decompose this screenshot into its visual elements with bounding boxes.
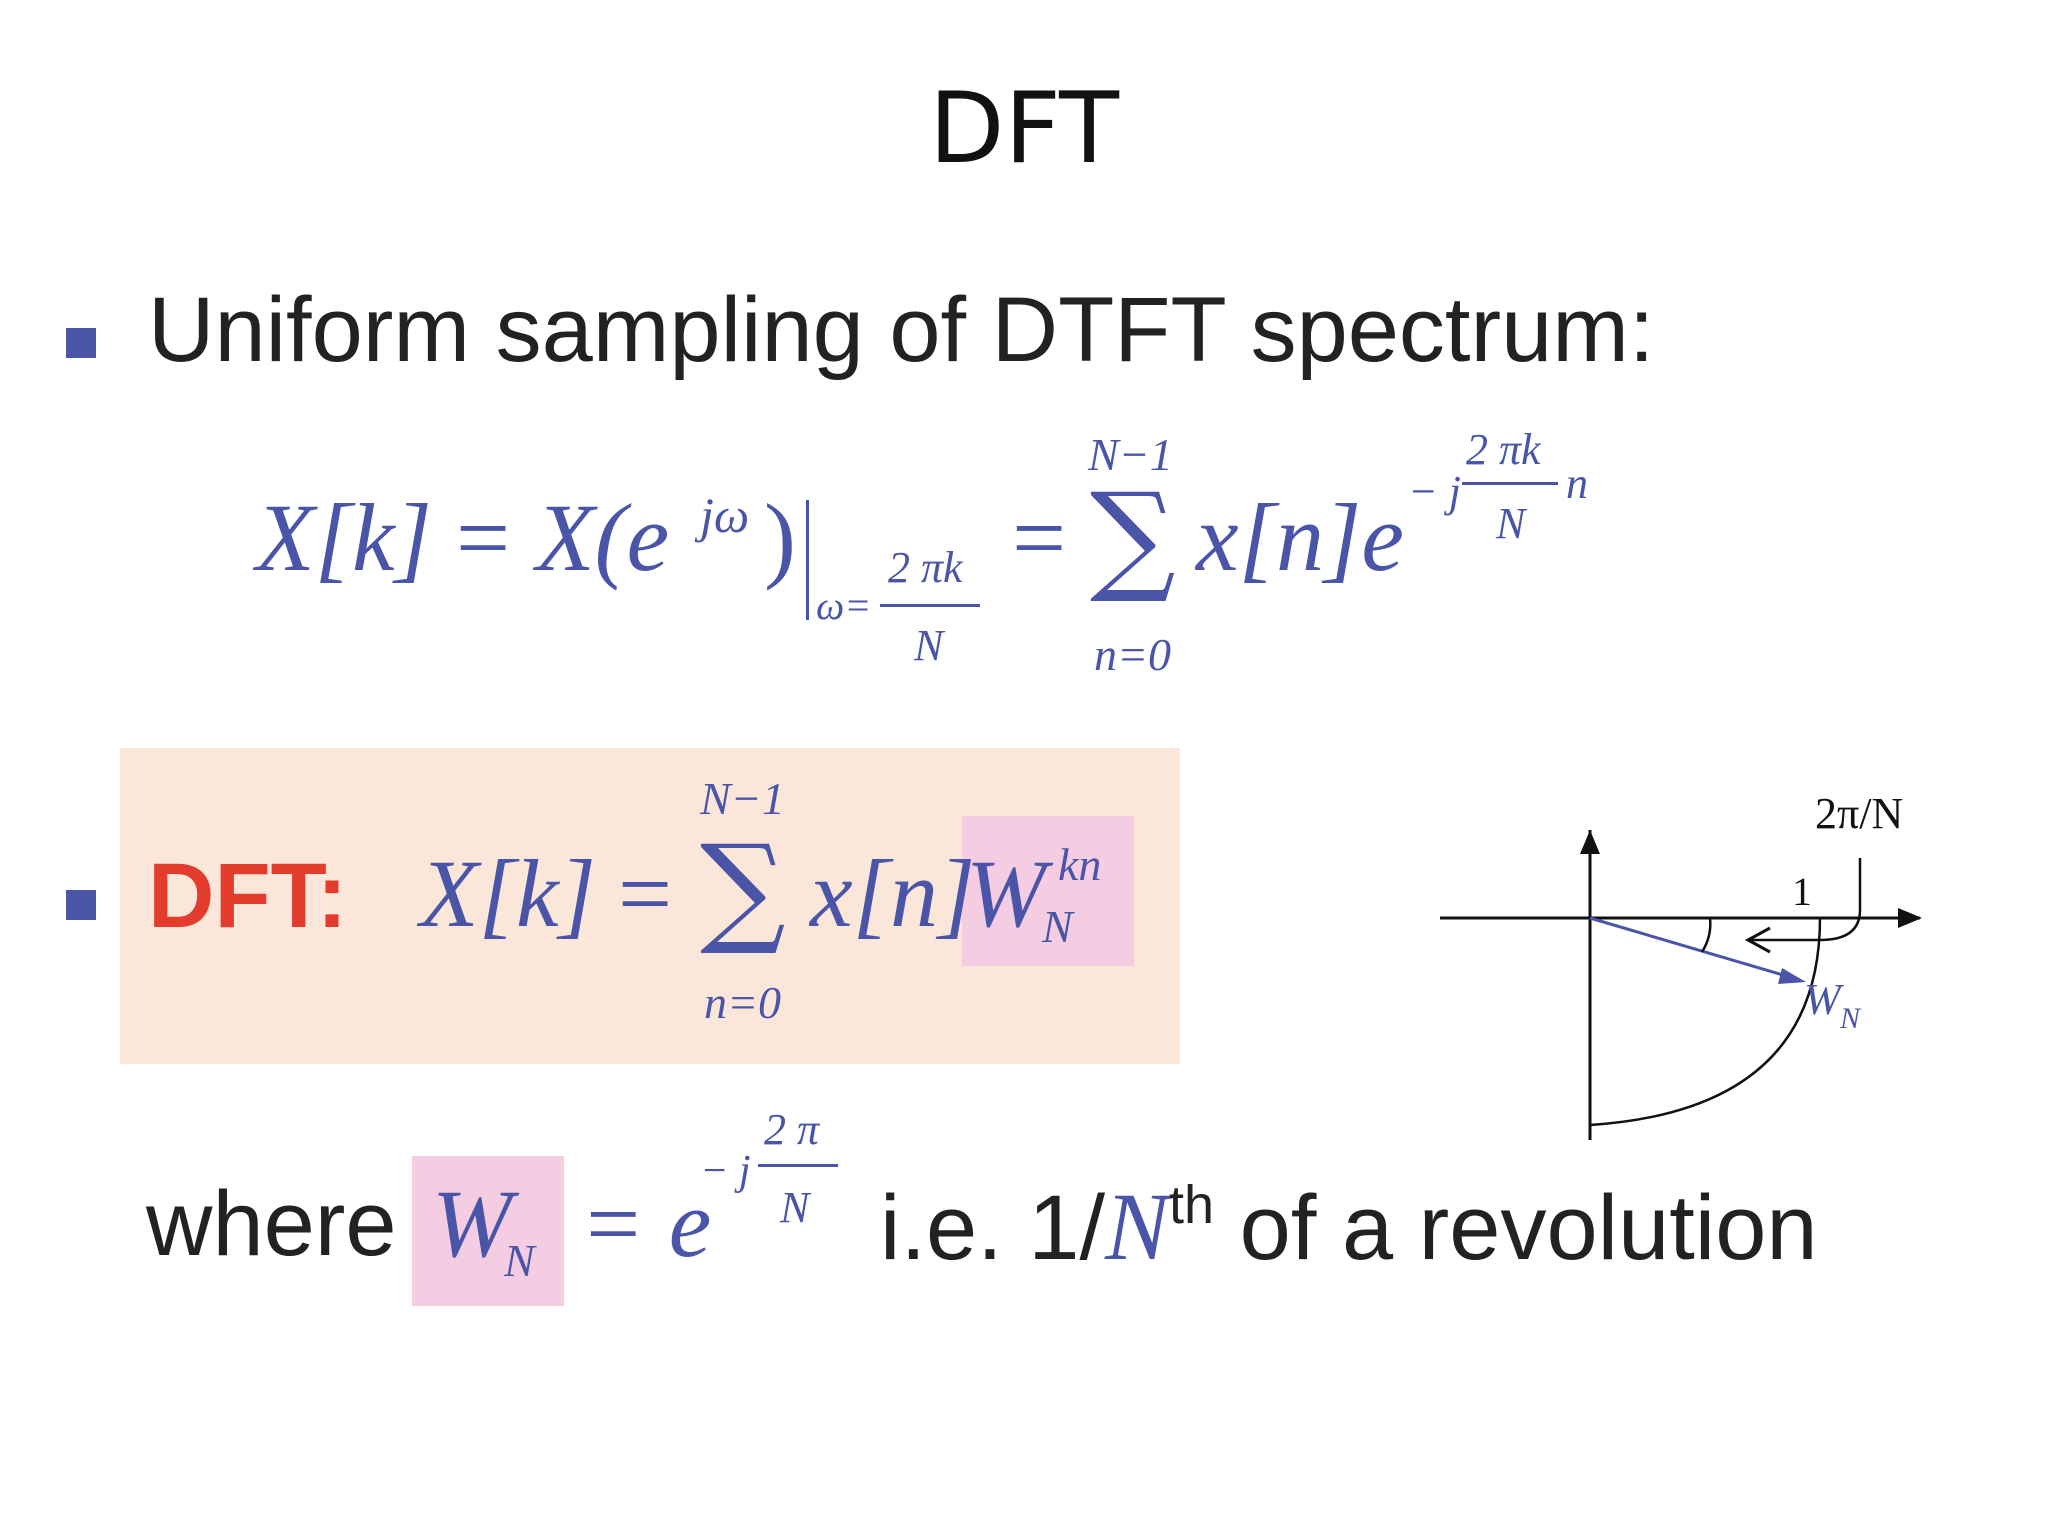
eq1-dtft: X(e [536,484,670,591]
eq1-dtft-close: ) [764,484,796,591]
eq1-exponent-prefix: − j [1408,467,1461,516]
bullet-1-marker [66,328,96,358]
dft-label: DFT: [148,845,348,947]
eq1-eval-frac-num: 2 πk [888,543,963,592]
revolution-text-prefix: i.e. 1/ [880,1177,1106,1279]
angle-leader-arrow-icon [1744,926,1771,954]
vector-label-sub: N [1839,1002,1862,1035]
eq1-exponent-frac-line [1462,482,1558,485]
revolution-text-th: th [1169,1175,1215,1235]
eq3-exponent-prefix: − j [700,1148,751,1194]
eq3-rhs: = e [580,1170,712,1277]
bullet-1-text: Uniform sampling of DTFT spectrum: [148,279,1655,381]
angle-label: 2π/N [1815,789,1903,838]
eq1-dtft-exponent: jω [700,487,750,543]
eq1-term: x[n]e [1196,484,1404,591]
revolution-text-rest: of a revolution [1214,1177,1818,1279]
eq1-eval-frac-line [880,604,980,607]
unit-label: 1 [1792,869,1812,914]
revolution-text-N: N [1105,1173,1170,1280]
slide-title: DFT [929,72,1119,186]
twiddle-vector-arrow-icon [1778,968,1806,984]
eq3-exponent-frac-line [758,1164,838,1167]
revolution-text: i.e. 1/Nth of a revolution [880,1178,1818,1275]
bullet-2-marker [66,890,96,920]
where-twiddle-highlight [412,1156,564,1306]
eq1-eval-bar [806,500,809,620]
eq1-sum-upper: N−1 [1088,429,1173,480]
dft-twiddle-highlight [962,816,1134,966]
eq3-exponent-den: N [780,1183,810,1232]
angle-arc [1700,917,1712,953]
eq1-eval-subscript: ω= [816,583,872,628]
eq1-exponent-suffix: n [1566,459,1588,508]
angle-leader-line [1750,858,1862,942]
eq1-exponent-num: 2 πk [1466,425,1541,474]
imaginary-axis-arrow-icon [1580,830,1600,854]
vector-label: W [1804,975,1844,1024]
eq1-lhs: X[k] [256,484,432,591]
eq3-exponent-num: 2 π [764,1105,820,1154]
eq1-sigma: ∑ [1090,468,1176,607]
real-axis-arrow-icon [1898,908,1922,928]
eq1-equals-2: = [1012,484,1067,591]
unit-circle-diagram: 2π/N 1 W N [1440,789,1922,1140]
eq1-exponent-den: N [1496,499,1526,548]
twiddle-vector [1589,916,1801,982]
eq1-equals: = [456,484,511,591]
where-text: where [146,1173,397,1275]
eq1-sum-lower: n=0 [1094,629,1172,680]
eq1-eval-frac-den: N [914,621,944,670]
unit-circle-arc [1589,917,1822,1127]
